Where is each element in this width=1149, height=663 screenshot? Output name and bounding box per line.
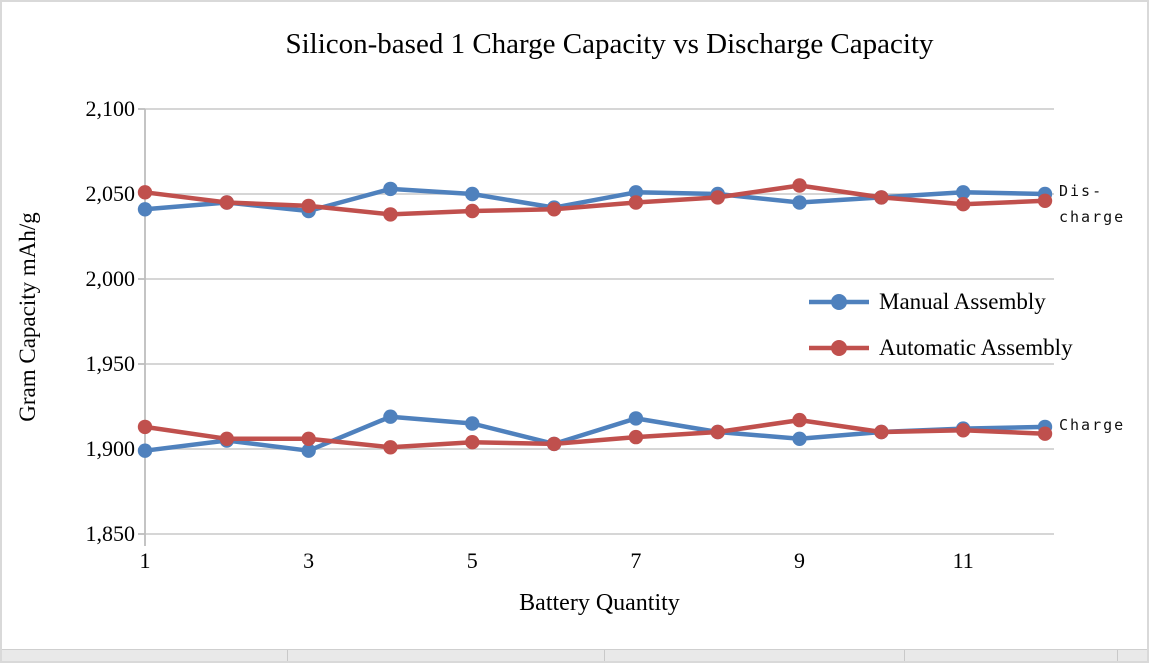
y-tick-label: 2,050 xyxy=(85,181,136,206)
x-tick-label: 1 xyxy=(139,548,151,573)
data-point-marker xyxy=(137,202,153,217)
data-point-marker xyxy=(219,195,235,210)
x-tick-label: 5 xyxy=(466,548,478,573)
x-tick-label: 9 xyxy=(794,548,806,573)
legend-marker-automatic-icon xyxy=(809,340,869,356)
data-point-marker xyxy=(137,443,153,458)
data-point-marker xyxy=(301,431,316,446)
strip-divider xyxy=(1117,650,1118,661)
series-annotation-discharge-line2: charge xyxy=(1059,208,1126,226)
series-line xyxy=(142,183,1048,217)
strip-divider xyxy=(904,650,905,661)
legend-marker-manual-icon xyxy=(809,294,869,310)
data-point-marker xyxy=(874,190,889,205)
strip-divider xyxy=(287,650,288,661)
data-point-marker xyxy=(710,424,725,440)
legend-item-automatic: Automatic Assembly xyxy=(808,331,1073,365)
data-point-marker xyxy=(219,431,235,446)
data-point-marker xyxy=(301,198,316,214)
y-tick-label: 2,000 xyxy=(85,266,136,291)
legend-label-manual: Manual Assembly xyxy=(879,289,1046,314)
series-line xyxy=(142,414,1048,453)
x-tick-label: 11 xyxy=(952,548,974,573)
spreadsheet-edge-strip xyxy=(2,649,1147,661)
data-point-marker xyxy=(792,195,807,210)
y-tick-label: 1,950 xyxy=(85,351,136,376)
series-annotation-discharge-line1: Dis- xyxy=(1059,182,1104,200)
data-point-marker xyxy=(137,419,153,435)
data-point-marker xyxy=(1037,426,1053,441)
y-tick-label: 1,900 xyxy=(85,436,136,461)
data-point-marker xyxy=(628,411,644,426)
data-point-marker xyxy=(383,207,398,222)
data-point-marker xyxy=(465,203,480,219)
data-point-marker xyxy=(465,416,480,431)
legend: Manual Assembly Automatic Assembly xyxy=(808,285,1073,377)
data-point-marker xyxy=(546,436,562,452)
data-point-marker xyxy=(301,443,316,458)
y-tick-label: 1,850 xyxy=(85,521,136,546)
y-tick-label: 2,100 xyxy=(85,96,136,121)
data-point-marker xyxy=(465,186,480,202)
data-point-marker xyxy=(137,185,153,200)
data-point-marker xyxy=(383,409,398,424)
x-tick-label: 7 xyxy=(630,548,642,573)
data-point-marker xyxy=(465,435,480,450)
data-point-marker xyxy=(792,412,807,428)
series-line xyxy=(142,417,1048,450)
data-point-marker xyxy=(546,202,562,217)
data-point-marker xyxy=(383,440,398,455)
data-point-marker xyxy=(955,185,971,200)
data-point-marker xyxy=(955,423,971,438)
data-point-marker xyxy=(383,181,398,197)
x-tick-label: 3 xyxy=(303,548,315,573)
data-point-marker xyxy=(628,429,644,445)
legend-item-manual: Manual Assembly xyxy=(808,285,1073,319)
data-point-marker xyxy=(628,185,644,200)
data-point-marker xyxy=(874,424,889,440)
strip-divider xyxy=(604,650,605,661)
chart-title: Silicon-based 1 Charge Capacity vs Disch… xyxy=(285,28,934,60)
legend-label-automatic: Automatic Assembly xyxy=(879,335,1073,360)
series-annotation-discharge: Dis- charge xyxy=(1059,178,1125,230)
data-point-marker xyxy=(792,431,807,446)
series-annotation-charge: Charge xyxy=(1059,416,1126,434)
data-point-marker xyxy=(628,195,644,210)
data-point-marker xyxy=(710,190,725,205)
x-axis-title: Battery Quantity xyxy=(519,590,680,616)
data-point-marker xyxy=(1037,193,1053,208)
data-point-marker xyxy=(955,197,971,212)
data-point-marker xyxy=(792,178,807,193)
